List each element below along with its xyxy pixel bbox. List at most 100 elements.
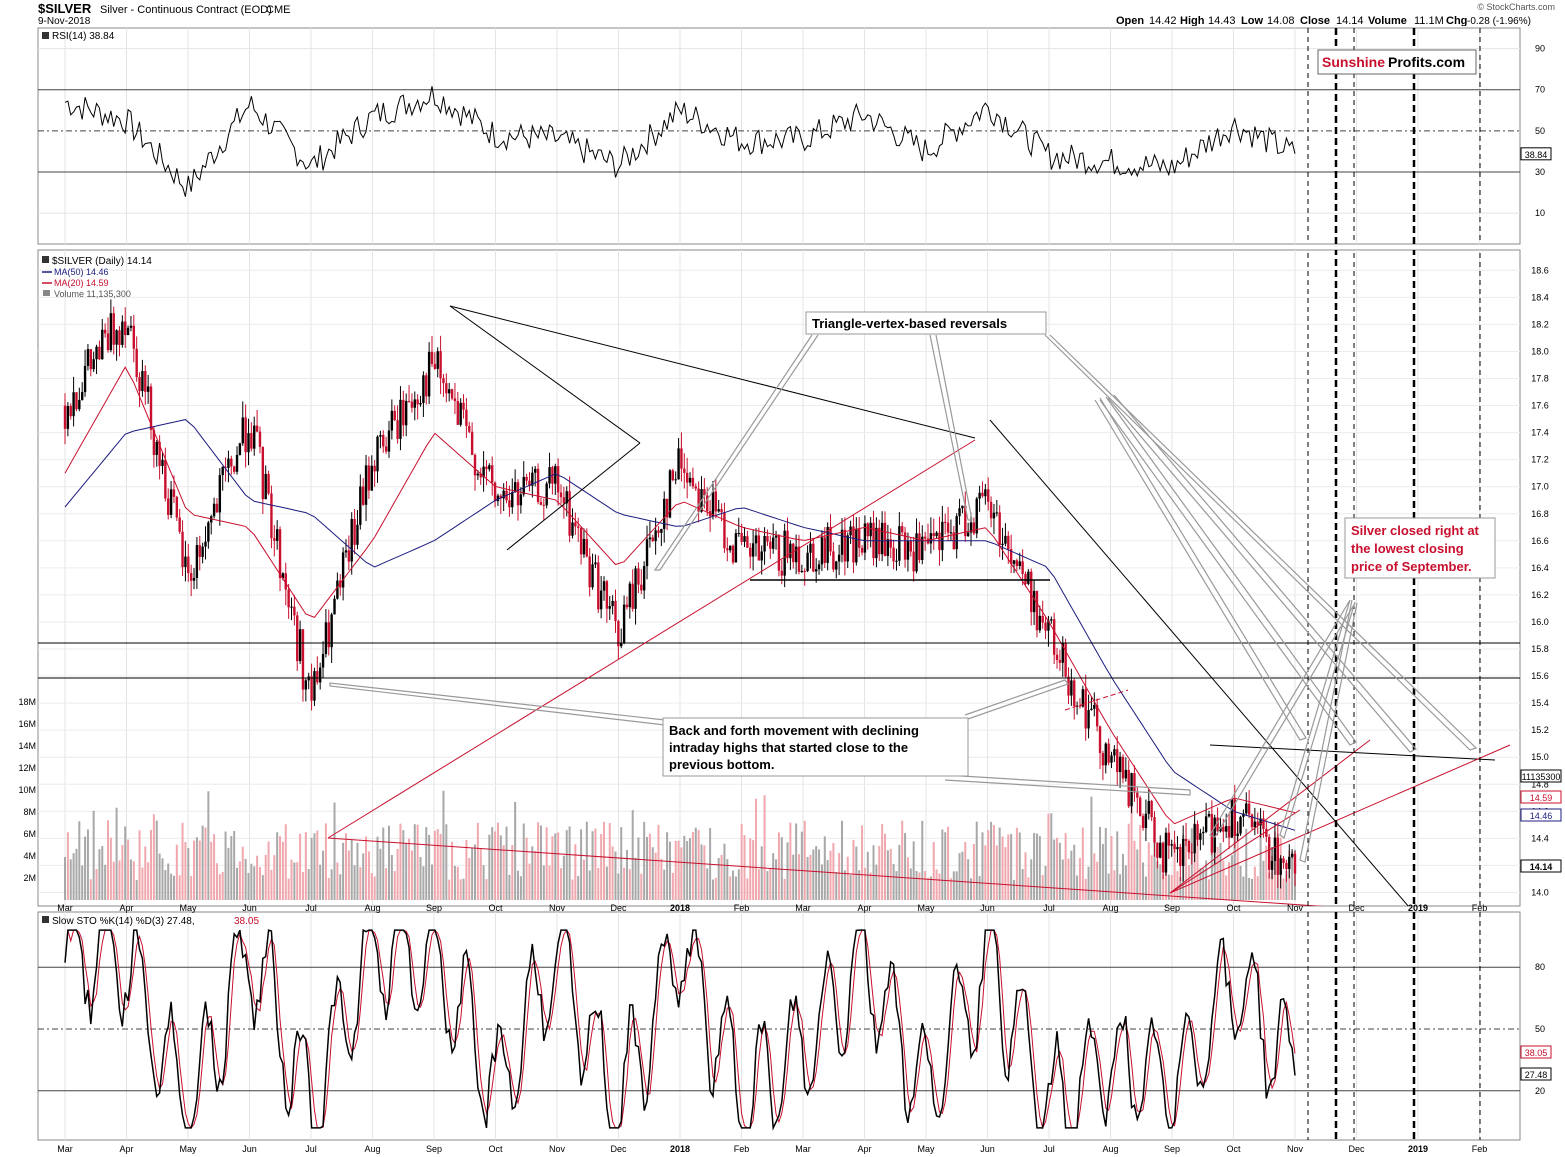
volume-tick-label: 8M [23,807,36,817]
volume-bar [992,825,995,900]
candle-body [1098,726,1102,754]
price-tick-label: 15.4 [1531,698,1549,708]
volume-bar [210,841,213,900]
volume-bar [453,865,456,900]
price-tick-label: 16.8 [1531,509,1549,519]
candle-body [112,313,115,345]
volume-bar [433,830,436,900]
volume-bar [600,834,603,900]
candle-body [771,537,775,549]
candle-body [542,504,546,506]
volume-bar [668,841,671,900]
candle-body [81,392,84,400]
candle-body [227,458,230,468]
candle-body [1179,846,1182,866]
volume-bar [608,823,611,900]
candle-body [404,400,408,426]
candle-body [430,351,434,364]
candle-body [1121,756,1125,779]
pointer-triangle-1 [653,334,819,571]
volume-bar [757,869,760,900]
volume-bar [1285,871,1288,900]
volume-bar [1164,866,1167,900]
volume-bar [651,847,654,900]
candle-body [1196,824,1199,840]
volume-bar [1127,823,1130,900]
rsi-tick-label: 50 [1535,126,1545,136]
candle-body [1293,853,1297,874]
candle-body [508,500,511,508]
candle-body [1222,826,1225,832]
candle-body [935,532,938,537]
volume-bar [1228,861,1231,900]
candle-body [132,325,136,349]
volume-bar [92,810,95,900]
candle-body [531,472,534,486]
candle-body [617,620,620,647]
x-tick-label: Mar [795,903,811,913]
candle-body [534,468,537,473]
candle-body [860,547,864,553]
volume-bar [786,842,789,900]
candle-body [582,538,586,555]
candle-body [889,539,892,548]
candle-body [525,476,528,481]
candle-body [1133,773,1136,793]
candle-body [559,492,563,498]
candle-body [78,399,81,410]
candle-body [671,470,675,481]
volume-bar [479,848,482,900]
x-tick-label: May [179,903,197,913]
candle-body [318,667,322,683]
volume-bar [1265,845,1268,900]
volume-bar [213,834,216,900]
volume-bar [1110,836,1113,900]
price-value-label: 11135300 [1522,772,1561,782]
volume-bar [350,839,353,900]
volume-bar [952,871,955,900]
volume-bar [1035,833,1038,900]
stoch-title-k: Slow STO %K(14) %D(3) 27.48, [52,916,195,927]
stoch-series [64,928,1296,1131]
candle-body [1127,769,1130,807]
candle-body [602,581,606,591]
candle-body [353,518,356,545]
price-tick-label: 15.0 [1531,752,1549,762]
candle-body [843,529,847,562]
volume-bar [1033,833,1036,900]
volume-bar [866,851,869,900]
red-fan-line-1 [1169,744,1511,894]
candle-body [447,389,451,394]
volume-bar [1159,864,1162,900]
volume-bar [620,827,623,900]
candle-body [126,327,130,336]
volume-tick-label: 4M [23,851,36,861]
candle-body [1052,619,1056,655]
volume-bar [1044,865,1047,900]
candle-body [1279,858,1282,875]
volume-bar [253,866,256,900]
volume-bar [1248,877,1251,900]
volume-bar [597,867,600,900]
candle-body [192,577,196,581]
candle-body [1144,813,1148,829]
candle-body [906,541,910,560]
candle-body [124,321,127,336]
volume-bar [1038,835,1041,900]
volume-bar [410,850,413,900]
candle-body [886,539,890,556]
volume-bar [605,866,608,900]
volume-bar [932,842,935,900]
candle-body [232,466,236,472]
candle-body [1207,814,1211,817]
candle-body [1187,840,1191,853]
x-tick-label: Feb [734,903,750,913]
candle-body [402,399,405,426]
volume-bar [284,824,287,900]
candle-body [513,482,517,493]
candle-body [138,377,141,392]
candle-body [161,459,164,466]
candle-body [571,522,574,536]
volume-bar [1144,876,1147,900]
